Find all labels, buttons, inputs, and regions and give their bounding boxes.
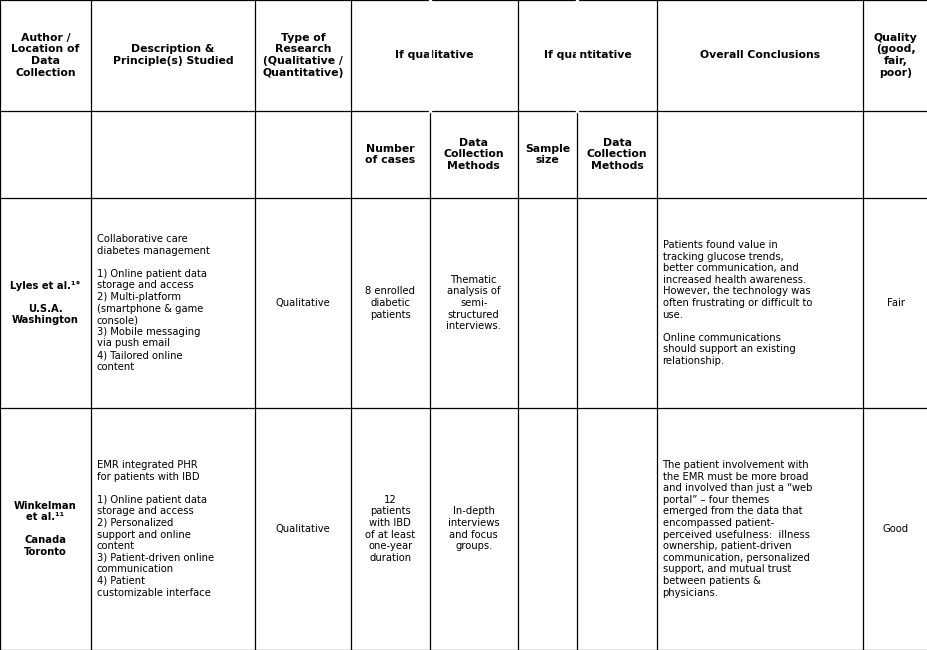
Text: Qualitative: Qualitative bbox=[275, 524, 330, 534]
Text: Type of
Research
(Qualitative /
Quantitative): Type of Research (Qualitative / Quantita… bbox=[262, 33, 343, 77]
Text: Number
of cases: Number of cases bbox=[364, 144, 415, 165]
Text: 12
patients
with IBD
of at least
one-year
duration: 12 patients with IBD of at least one-yea… bbox=[364, 495, 415, 563]
Text: 8 enrolled
diabetic
patients: 8 enrolled diabetic patients bbox=[365, 286, 414, 320]
Text: Thematic
analysis of
semi-
structured
interviews.: Thematic analysis of semi- structured in… bbox=[446, 275, 501, 331]
Text: Overall Conclusions: Overall Conclusions bbox=[699, 50, 819, 60]
Text: Patients found value in
tracking glucose trends,
better communication, and
incre: Patients found value in tracking glucose… bbox=[662, 240, 811, 366]
Text: Good: Good bbox=[882, 524, 908, 534]
Text: Data
Collection
Methods: Data Collection Methods bbox=[586, 138, 647, 171]
Text: Lyles et al.¹°

U.S.A.
Washington: Lyles et al.¹° U.S.A. Washington bbox=[10, 280, 81, 326]
Text: Sample
size: Sample size bbox=[525, 144, 569, 165]
Text: Data
Collection
Methods: Data Collection Methods bbox=[443, 138, 503, 171]
Text: If qualitative: If qualitative bbox=[395, 50, 473, 60]
Text: EMR integrated PHR
for patients with IBD

1) Online patient data
storage and acc: EMR integrated PHR for patients with IBD… bbox=[96, 460, 213, 597]
Text: The patient involvement with
the EMR must be more broad
and involved than just a: The patient involvement with the EMR mus… bbox=[662, 460, 811, 597]
Text: Winkelman
et al.¹¹

Canada
Toronto: Winkelman et al.¹¹ Canada Toronto bbox=[14, 500, 77, 557]
Text: Qualitative: Qualitative bbox=[275, 298, 330, 308]
Text: Author /
Location of
Data
Collection: Author / Location of Data Collection bbox=[11, 33, 80, 77]
Text: In-depth
interviews
and focus
groups.: In-depth interviews and focus groups. bbox=[448, 506, 499, 551]
Text: Quality
(good,
fair,
poor): Quality (good, fair, poor) bbox=[872, 33, 917, 77]
Text: Description &
Principle(s) Studied: Description & Principle(s) Studied bbox=[113, 44, 233, 66]
Text: Collaborative care
diabetes management

1) Online patient data
storage and acces: Collaborative care diabetes management 1… bbox=[96, 234, 210, 372]
Text: Fair: Fair bbox=[885, 298, 904, 308]
Text: If quantitative: If quantitative bbox=[543, 50, 630, 60]
